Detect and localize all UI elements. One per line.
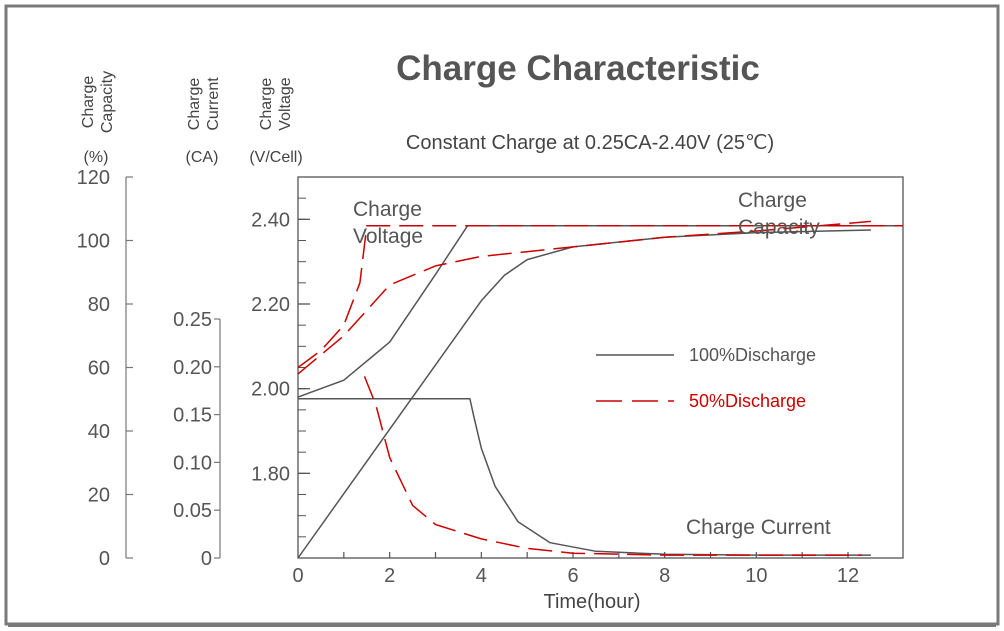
- voltage-tick-label: 2.00: [251, 379, 290, 401]
- x-tick-label: 4: [476, 565, 487, 587]
- current-tick-label: 0.15: [173, 405, 212, 427]
- voltage-curve-label-1: Charge: [353, 198, 422, 221]
- x-tick-label: 2: [384, 565, 395, 587]
- series-100-capacity-line: [297, 229, 871, 559]
- capacity-axis-unit: (%): [84, 149, 109, 166]
- series-100-voltage-line: [297, 224, 903, 398]
- voltage-tick-label: 2.20: [251, 294, 290, 316]
- voltage-tick-label: 2.40: [251, 209, 290, 231]
- series-50-voltage-line: [297, 224, 903, 369]
- voltage-axis-title-1: Charge: [258, 78, 275, 131]
- current-tick-label: 0.25: [173, 309, 212, 331]
- current-curve-label: Charge Current: [686, 516, 831, 539]
- x-tick-label: 12: [837, 565, 859, 587]
- legend-label-50: 50%Discharge: [689, 391, 806, 411]
- capacity-tick-label: 20: [88, 485, 110, 507]
- capacity-tick-label: 100: [77, 231, 110, 253]
- capacity-axis-title-2: Capacity: [99, 71, 116, 133]
- capacity-curve-label-2: Capacity: [738, 216, 820, 239]
- current-tick-label: 0.10: [173, 452, 212, 474]
- capacity-curve-label-1: Charge: [738, 189, 807, 212]
- x-tick-label: 6: [567, 565, 578, 587]
- capacity-axis-title-1: Charge: [80, 76, 97, 129]
- legend-label-100: 100%Discharge: [689, 345, 816, 365]
- series-50-current-line: [363, 376, 862, 556]
- x-tick-label: 0: [292, 565, 303, 587]
- current-axis-title-2: Current: [205, 77, 222, 131]
- current-tick-label: 0.05: [173, 500, 212, 522]
- chart-frame: [4, 4, 1000, 626]
- capacity-tick-label: 60: [88, 358, 110, 380]
- voltage-curve-label-2: Voltage: [353, 225, 423, 248]
- voltage-axis-title-2: Voltage: [277, 77, 294, 130]
- capacity-tick-label: 120: [77, 167, 110, 189]
- current-axis-title-1: Charge: [186, 78, 203, 131]
- current-axis-unit: (CA): [186, 149, 219, 166]
- current-tick-label: 0.20: [173, 357, 212, 379]
- x-tick-label: 10: [745, 565, 767, 587]
- capacity-tick-label: 0: [99, 548, 110, 570]
- series-50-capacity-line: [297, 220, 871, 375]
- chart-title: Charge Characteristic: [396, 49, 760, 88]
- x-tick-label: 8: [659, 565, 670, 587]
- capacity-tick-label: 40: [88, 421, 110, 443]
- chart-subtitle: Constant Charge at 0.25CA-2.40V (25℃): [406, 132, 774, 154]
- current-tick-label: 0: [201, 548, 212, 570]
- x-axis-title: Time(hour): [543, 591, 640, 613]
- capacity-tick-label: 80: [88, 294, 110, 316]
- voltage-axis-unit: (V/Cell): [249, 149, 302, 166]
- voltage-tick-label: 1.80: [251, 463, 290, 485]
